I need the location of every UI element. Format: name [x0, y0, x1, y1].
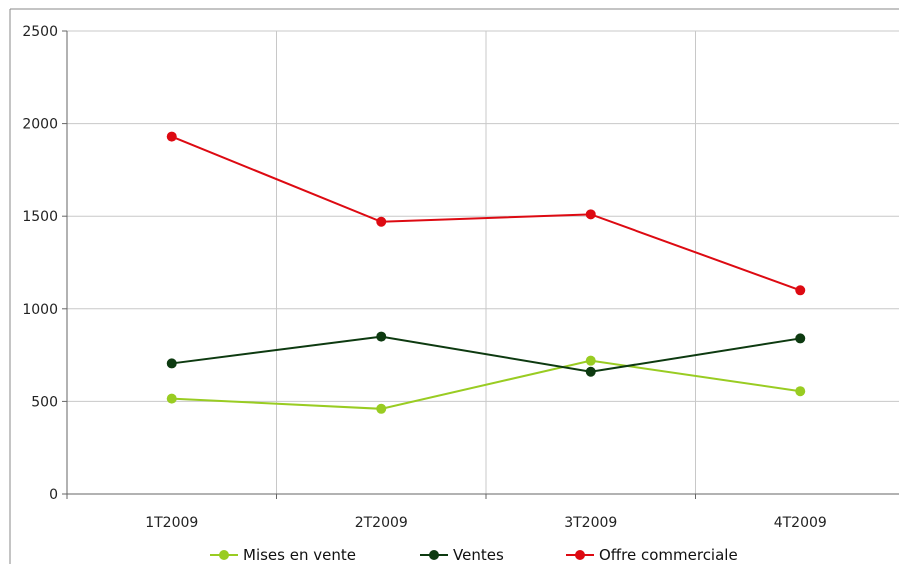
y-tick-label: 2000: [22, 117, 58, 133]
legend-marker-1: [429, 550, 439, 560]
axes: [62, 30, 899, 499]
data-point: [166, 393, 177, 404]
data-point: [166, 358, 177, 369]
series-line-1: [171, 335, 801, 373]
grid-lines: [67, 30, 899, 494]
x-tick-label: 2T2009: [355, 515, 408, 531]
data-point: [376, 403, 387, 414]
x-tick-label: 4T2009: [774, 515, 827, 531]
y-axis-tick-labels: 0 500 1000 1500 2000 2500: [22, 24, 58, 503]
legend-label-0: Mises en vente: [243, 546, 356, 564]
data-point: [166, 131, 177, 142]
series-line-0: [171, 359, 801, 410]
data-point: [585, 366, 596, 377]
x-axis-tick-labels: 1T2009 2T2009 3T2009 4T2009: [145, 515, 827, 531]
series-group: [166, 131, 806, 414]
legend-marker-0: [219, 550, 229, 560]
series-line-2: [171, 135, 801, 292]
y-tick-label: 1500: [22, 209, 58, 225]
legend-label-1: Ventes: [453, 546, 504, 564]
y-tick-label: 0: [49, 487, 58, 503]
legend-label-2: Offre commerciale: [599, 546, 738, 564]
data-point: [376, 216, 387, 227]
data-point: [795, 285, 806, 296]
x-tick-label: 3T2009: [564, 515, 617, 531]
y-tick-label: 500: [31, 394, 58, 410]
data-point: [376, 331, 387, 342]
legend-marker-2: [575, 550, 585, 560]
data-point: [585, 209, 596, 220]
legend: Mises en vente Ventes Offre commerciale: [210, 546, 738, 564]
data-point: [585, 355, 596, 366]
x-tick-label: 1T2009: [145, 515, 198, 531]
y-tick-label: 1000: [22, 302, 58, 318]
data-point: [795, 333, 806, 344]
y-tick-label: 2500: [22, 24, 58, 40]
data-point: [795, 386, 806, 397]
